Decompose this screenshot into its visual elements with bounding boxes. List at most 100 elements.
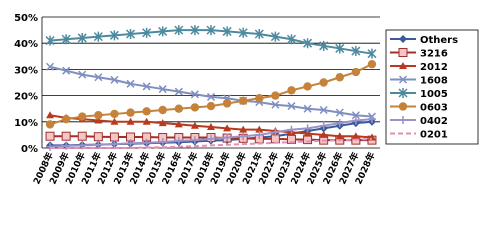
marker <box>94 111 103 120</box>
legend-marker <box>399 35 407 43</box>
marker <box>110 117 119 125</box>
marker <box>303 82 312 91</box>
marker <box>319 121 328 130</box>
marker <box>190 121 199 129</box>
legend-label: 0402 <box>420 116 448 127</box>
marker <box>61 34 71 45</box>
marker <box>126 117 135 125</box>
marker <box>319 78 328 87</box>
marker <box>174 25 184 36</box>
marker <box>206 25 216 36</box>
marker <box>110 75 119 84</box>
marker <box>238 96 248 106</box>
marker <box>142 138 151 147</box>
marker <box>255 94 264 103</box>
marker <box>174 120 183 128</box>
marker <box>142 107 151 116</box>
marker <box>45 35 55 46</box>
y-tick-label: 40% <box>14 39 38 50</box>
marker <box>303 104 312 113</box>
legend-label: 2012 <box>420 62 448 73</box>
legend-marker <box>398 48 408 57</box>
marker <box>94 73 103 82</box>
marker <box>158 137 167 146</box>
marker <box>46 142 55 151</box>
marker <box>174 104 184 113</box>
marker <box>303 38 313 49</box>
marker <box>93 31 103 42</box>
legend-label: 3216 <box>420 49 448 60</box>
legend-label: 1608 <box>420 76 448 87</box>
marker <box>239 132 248 141</box>
marker <box>61 114 71 124</box>
marker <box>78 70 87 79</box>
marker <box>351 46 361 57</box>
legend-label: 0201 <box>420 130 448 141</box>
marker <box>335 119 344 128</box>
marker <box>335 108 344 117</box>
marker <box>207 123 215 131</box>
marker <box>78 112 87 121</box>
marker <box>109 132 119 142</box>
marker <box>207 134 215 143</box>
marker <box>367 59 377 69</box>
marker <box>271 128 280 137</box>
marker <box>335 132 344 140</box>
marker <box>126 108 135 117</box>
marker <box>142 27 152 38</box>
marker <box>303 124 312 133</box>
marker <box>287 86 296 95</box>
marker <box>190 25 200 36</box>
y-tick-label: 20% <box>14 92 38 103</box>
marker <box>142 82 151 91</box>
legend-marker <box>398 75 408 84</box>
marker <box>158 26 168 37</box>
marker <box>255 125 264 133</box>
marker <box>319 130 328 138</box>
marker <box>94 116 103 124</box>
marker <box>190 90 199 99</box>
marker <box>254 29 264 40</box>
marker <box>351 111 360 120</box>
marker <box>158 105 167 115</box>
marker <box>270 31 280 42</box>
marker <box>351 132 360 140</box>
marker <box>335 43 345 54</box>
marker <box>367 48 377 59</box>
marker <box>77 131 87 141</box>
legend-marker <box>398 88 408 98</box>
marker <box>351 116 360 125</box>
marker <box>46 62 55 71</box>
marker <box>222 99 232 108</box>
marker <box>110 140 119 149</box>
marker <box>61 131 71 141</box>
marker <box>190 136 199 145</box>
legend-marker <box>399 116 407 124</box>
marker <box>206 92 216 101</box>
marker <box>222 26 232 37</box>
marker <box>335 73 344 82</box>
marker <box>206 101 216 111</box>
marker <box>126 79 135 88</box>
marker <box>271 100 280 109</box>
y-tick-label: 50% <box>14 13 38 24</box>
legend-marker <box>399 62 407 69</box>
series-line <box>50 137 373 149</box>
marker <box>174 136 183 145</box>
marker <box>158 85 167 94</box>
marker <box>303 129 312 137</box>
y-tick-label: 30% <box>14 65 38 76</box>
marker <box>238 27 248 38</box>
marker <box>125 29 136 40</box>
marker <box>239 125 248 133</box>
marker <box>319 105 328 115</box>
legend-label: 1005 <box>420 89 448 100</box>
marker <box>158 119 167 127</box>
marker <box>286 134 296 144</box>
marker <box>174 87 183 96</box>
marker <box>62 66 71 75</box>
marker <box>46 111 55 119</box>
marker <box>190 103 200 112</box>
marker <box>93 132 103 142</box>
